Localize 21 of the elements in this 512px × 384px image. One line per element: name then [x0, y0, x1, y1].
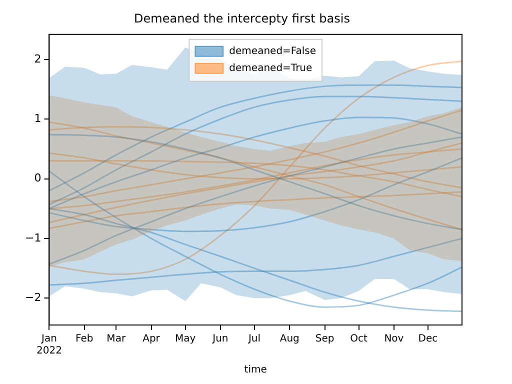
x-tick-label: Aug	[280, 334, 300, 345]
x-axis-title: time	[244, 364, 267, 376]
x-tick-label: Nov	[384, 334, 404, 345]
y-tick-label: −1	[24, 231, 42, 244]
x-tick-label: Jan 2022	[36, 334, 62, 357]
x-tick-label: Jun	[212, 334, 228, 345]
x-tick-label: Jul	[247, 334, 261, 345]
x-tick-label: Oct	[350, 334, 368, 345]
x-tick-label: Dec	[418, 334, 438, 345]
x-tick-label: Sep	[315, 334, 334, 345]
y-tick-label: 0	[34, 172, 42, 185]
legend-label: demeaned=False	[229, 46, 316, 57]
y-tick-label: 1	[34, 112, 42, 125]
x-tick-label: Mar	[106, 334, 126, 345]
y-tick-label: 2	[34, 52, 42, 66]
x-tick-label: May	[174, 334, 196, 345]
y-tick-label: −2	[24, 291, 42, 304]
x-tick-label: Apr	[142, 334, 161, 345]
x-tick-label: Feb	[76, 334, 94, 345]
legend-label: demeaned=True	[229, 62, 312, 74]
chart-title: Demeaned the intercepty first basis	[134, 11, 350, 26]
